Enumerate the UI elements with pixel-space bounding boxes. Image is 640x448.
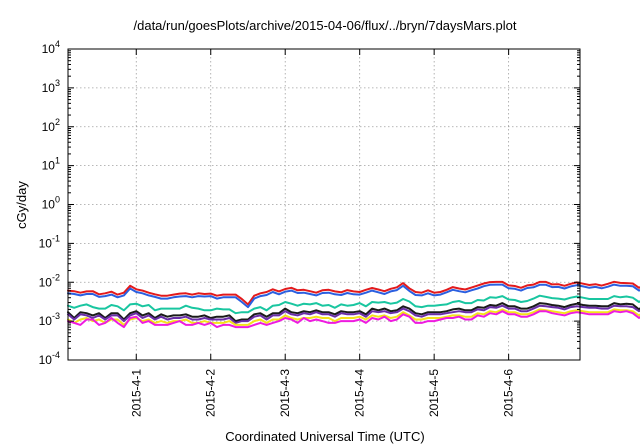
x-axis-ticks: 2015-4-1 2015-4-2 2015-4-3 2015-4-4 2015-4-5…	[129, 49, 516, 417]
x-axis-label: Coordinated Universal Time (UTC)	[225, 429, 424, 444]
y-tick-exponent: 0	[55, 195, 60, 205]
y-tick-exponent: -4	[52, 350, 60, 360]
y-tick-label: 10-2	[39, 272, 60, 289]
x-tick-label: 2015-4-6	[502, 369, 516, 417]
y-tick-exponent: 3	[55, 78, 60, 88]
y-tick-base: 10	[42, 159, 56, 173]
y-tick-base: 10	[39, 314, 53, 328]
y-tick-label: 10-4	[39, 350, 60, 367]
series-line-2	[67, 283, 640, 309]
y-tick-base: 10	[39, 353, 53, 367]
y-tick-base: 10	[42, 198, 56, 212]
y-tick-label: 102	[42, 117, 60, 134]
y-tick-base: 10	[42, 120, 56, 134]
x-tick-label: 2015-4-4	[353, 369, 367, 417]
y-tick-label: 100	[42, 195, 60, 212]
y-tick-exponent: 4	[55, 39, 60, 49]
y-tick-label: 101	[42, 156, 60, 173]
series-line-4	[67, 302, 640, 323]
series-group	[67, 280, 640, 329]
y-tick-base: 10	[39, 236, 53, 250]
y-tick-base: 10	[42, 42, 56, 56]
y-tick-base: 10	[42, 81, 56, 95]
x-tick-label: 2015-4-3	[278, 369, 292, 417]
series-line-1	[67, 280, 640, 306]
y-tick-label: 10-3	[39, 311, 60, 328]
y-tick-base: 10	[39, 275, 53, 289]
chart-title: /data/run/goesPlots/archive/2015-04-06/f…	[134, 18, 517, 33]
x-tick-label: 2015-4-2	[204, 369, 218, 417]
y-tick-label: 104	[42, 39, 60, 56]
y-tick-label: 10-1	[39, 233, 60, 250]
y-tick-label: 103	[42, 78, 60, 95]
y-tick-exponent: 1	[55, 156, 60, 166]
x-tick-label: 2015-4-5	[427, 369, 441, 417]
y-tick-exponent: 2	[55, 117, 60, 127]
y-tick-exponent: -1	[52, 233, 60, 243]
y-axis-label: cGy/day	[14, 181, 29, 229]
y-tick-exponent: -2	[52, 272, 60, 282]
x-tick-label: 2015-4-1	[129, 369, 143, 417]
series-line-7	[67, 310, 640, 329]
series-line-3	[67, 294, 640, 315]
series-line-5	[67, 304, 640, 324]
y-tick-exponent: -3	[52, 311, 60, 321]
